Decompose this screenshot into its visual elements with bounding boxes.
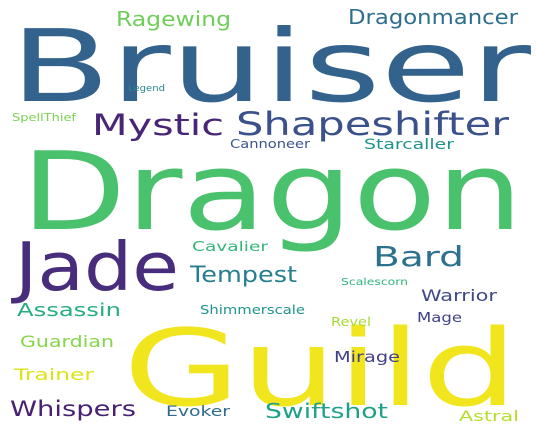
word-mystic: Mystic	[92, 108, 224, 142]
word-shapeshifter: Shapeshifter	[236, 105, 510, 143]
word-mirage: Mirage	[334, 348, 400, 366]
word-starcaller: Starcaller	[364, 137, 454, 153]
word-scalescorn: Scalescorn	[341, 277, 408, 288]
word-bard: Bard	[373, 240, 464, 273]
word-evoker: Evoker	[166, 404, 230, 420]
word-astral: Astral	[459, 409, 519, 425]
word-guardian: Guardian	[20, 332, 114, 351]
word-shimmerscale: Shimmerscale	[200, 303, 305, 317]
word-swiftshot: Swiftshot	[265, 399, 388, 423]
word-legend: Legend	[128, 84, 165, 94]
word-mage: Mage	[417, 311, 462, 326]
word-whispers: Whispers	[10, 397, 136, 421]
word-assassin: Assassin	[17, 300, 121, 321]
word-dragon: Dragon	[21, 130, 523, 255]
word-dragonmancer: Dragonmancer	[348, 5, 519, 29]
word-spellthief: SpellThief	[12, 111, 77, 124]
word-trainer: Trainer	[13, 365, 95, 384]
word-cannoneer: Cannoneer	[230, 137, 310, 151]
word-cavalier: Cavalier	[192, 240, 269, 255]
word-ragewing: Ragewing	[116, 7, 231, 31]
word-guild: Guild	[123, 307, 518, 430]
word-tempest: Tempest	[189, 263, 298, 288]
word-revel: Revel	[331, 315, 371, 329]
word-warrior: Warrior	[421, 286, 498, 305]
word-bruiser: Bruiser	[10, 8, 532, 125]
word-jade: Jade	[10, 228, 179, 306]
